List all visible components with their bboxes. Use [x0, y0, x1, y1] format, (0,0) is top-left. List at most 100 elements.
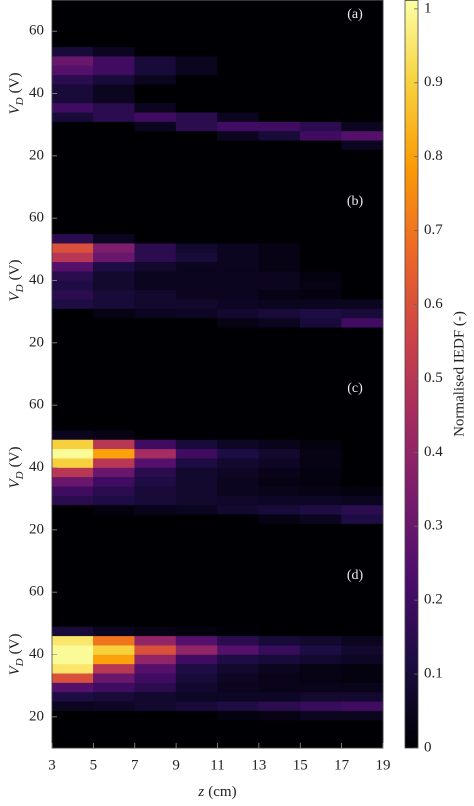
heatmap-cell [175, 401, 218, 412]
heatmap-cell [175, 27, 218, 38]
y-tick-label: 40 [29, 459, 44, 475]
heatmap-cell [134, 37, 177, 48]
heatmap-cell [341, 485, 384, 496]
heatmap-cell [93, 485, 136, 496]
heatmap-cell [258, 168, 301, 178]
heatmap-cell [258, 373, 301, 384]
heatmap-cell [51, 0, 94, 10]
heatmap-cell [134, 336, 177, 347]
heatmap-cell [134, 196, 177, 207]
heatmap-cell [93, 635, 136, 646]
heatmap-cell [299, 719, 342, 730]
heatmap-cell [217, 345, 260, 356]
colorbar-tick-label: 0.2 [424, 592, 443, 608]
heatmap-cell [341, 728, 384, 739]
heatmap-cell [258, 476, 301, 487]
heatmap-cell [93, 663, 136, 674]
heatmap-cell [134, 158, 177, 169]
heatmap-cell [175, 485, 218, 496]
heatmap-cell [134, 298, 177, 309]
heatmap-cell [299, 401, 342, 412]
heatmap-cell [299, 111, 342, 122]
heatmap-cell [258, 121, 301, 132]
heatmap-cell [341, 289, 384, 300]
heatmap-cell [51, 401, 94, 412]
heatmap-cell [258, 607, 301, 618]
heatmap-cell [258, 551, 301, 562]
heatmap-cell [175, 570, 218, 580]
heatmap-cell [175, 513, 218, 524]
heatmap-cell [258, 224, 301, 235]
heatmap-cell [93, 37, 136, 48]
heatmap-cell [51, 280, 94, 291]
heatmap-cell [258, 644, 301, 655]
heatmap-cell [93, 214, 136, 225]
heatmap-cell [258, 233, 301, 244]
heatmap-cell [134, 719, 177, 730]
heatmap-cell [51, 326, 94, 337]
heatmap-cell [175, 205, 218, 216]
heatmap-cell [341, 233, 384, 244]
heatmap-cell [51, 513, 94, 524]
heatmap-cell [175, 691, 218, 702]
heatmap-cell [258, 326, 301, 337]
heatmap-cell [51, 672, 94, 683]
heatmap-cell [93, 149, 136, 160]
heatmap-cell [341, 467, 384, 478]
heatmap-cell [299, 270, 342, 281]
heatmap-cell [341, 626, 384, 637]
heatmap-cell [341, 242, 384, 253]
heatmap-cell [51, 588, 94, 599]
heatmap-cell [217, 46, 260, 57]
heatmap-cell [134, 411, 177, 422]
heatmap-cell [217, 242, 260, 253]
heatmap-cell [341, 476, 384, 487]
heatmap-cell [93, 65, 136, 76]
heatmap-cell [175, 0, 218, 10]
heatmap-cell [299, 336, 342, 347]
y-axis-label: VD (V) [7, 634, 25, 676]
heatmap-cell [258, 654, 301, 665]
panel-label: (a) [347, 7, 363, 22]
heatmap-cell [93, 336, 136, 347]
heatmap-cell [299, 551, 342, 562]
heatmap-cell [51, 504, 94, 515]
heatmap-cell [258, 467, 301, 478]
heatmap-cell [258, 261, 301, 272]
heatmap-cell [341, 93, 384, 104]
heatmap-cell [299, 298, 342, 309]
heatmap-cell [51, 411, 94, 422]
heatmap-cell [134, 588, 177, 599]
heatmap-cell [258, 298, 301, 309]
heatmap-cell [93, 83, 136, 94]
heatmap-cell [175, 420, 218, 431]
heatmap-cell [217, 420, 260, 431]
heatmap-cell [258, 588, 301, 599]
heatmap-cell [299, 158, 342, 169]
heatmap-cell [51, 336, 94, 347]
heatmap-cell [299, 672, 342, 683]
heatmap-cell [217, 728, 260, 739]
y-label-subscript: D [14, 471, 26, 480]
heatmap-cell [134, 663, 177, 674]
y-label-symbol: V [7, 664, 23, 675]
heatmap-cell [341, 420, 384, 431]
heatmap-cell [217, 429, 260, 440]
heatmap-cell [299, 541, 342, 552]
heatmap-cell [258, 186, 301, 197]
heatmap-cell [134, 439, 177, 450]
heatmap-cell [51, 719, 94, 730]
panel-label: (b) [347, 194, 364, 209]
x-tick-label: 11 [210, 757, 224, 773]
heatmap-cell [258, 65, 301, 76]
heatmap-cell [341, 261, 384, 272]
heatmap-cell [93, 476, 136, 487]
heatmap-cell [134, 280, 177, 291]
heatmap-cell [134, 93, 177, 104]
heatmap-cell [299, 242, 342, 253]
heatmap-cell [217, 18, 260, 29]
heatmap-cell [93, 420, 136, 431]
heatmap-cell [299, 37, 342, 48]
y-tick-label: 40 [29, 646, 44, 662]
heatmap-cell [93, 504, 136, 515]
